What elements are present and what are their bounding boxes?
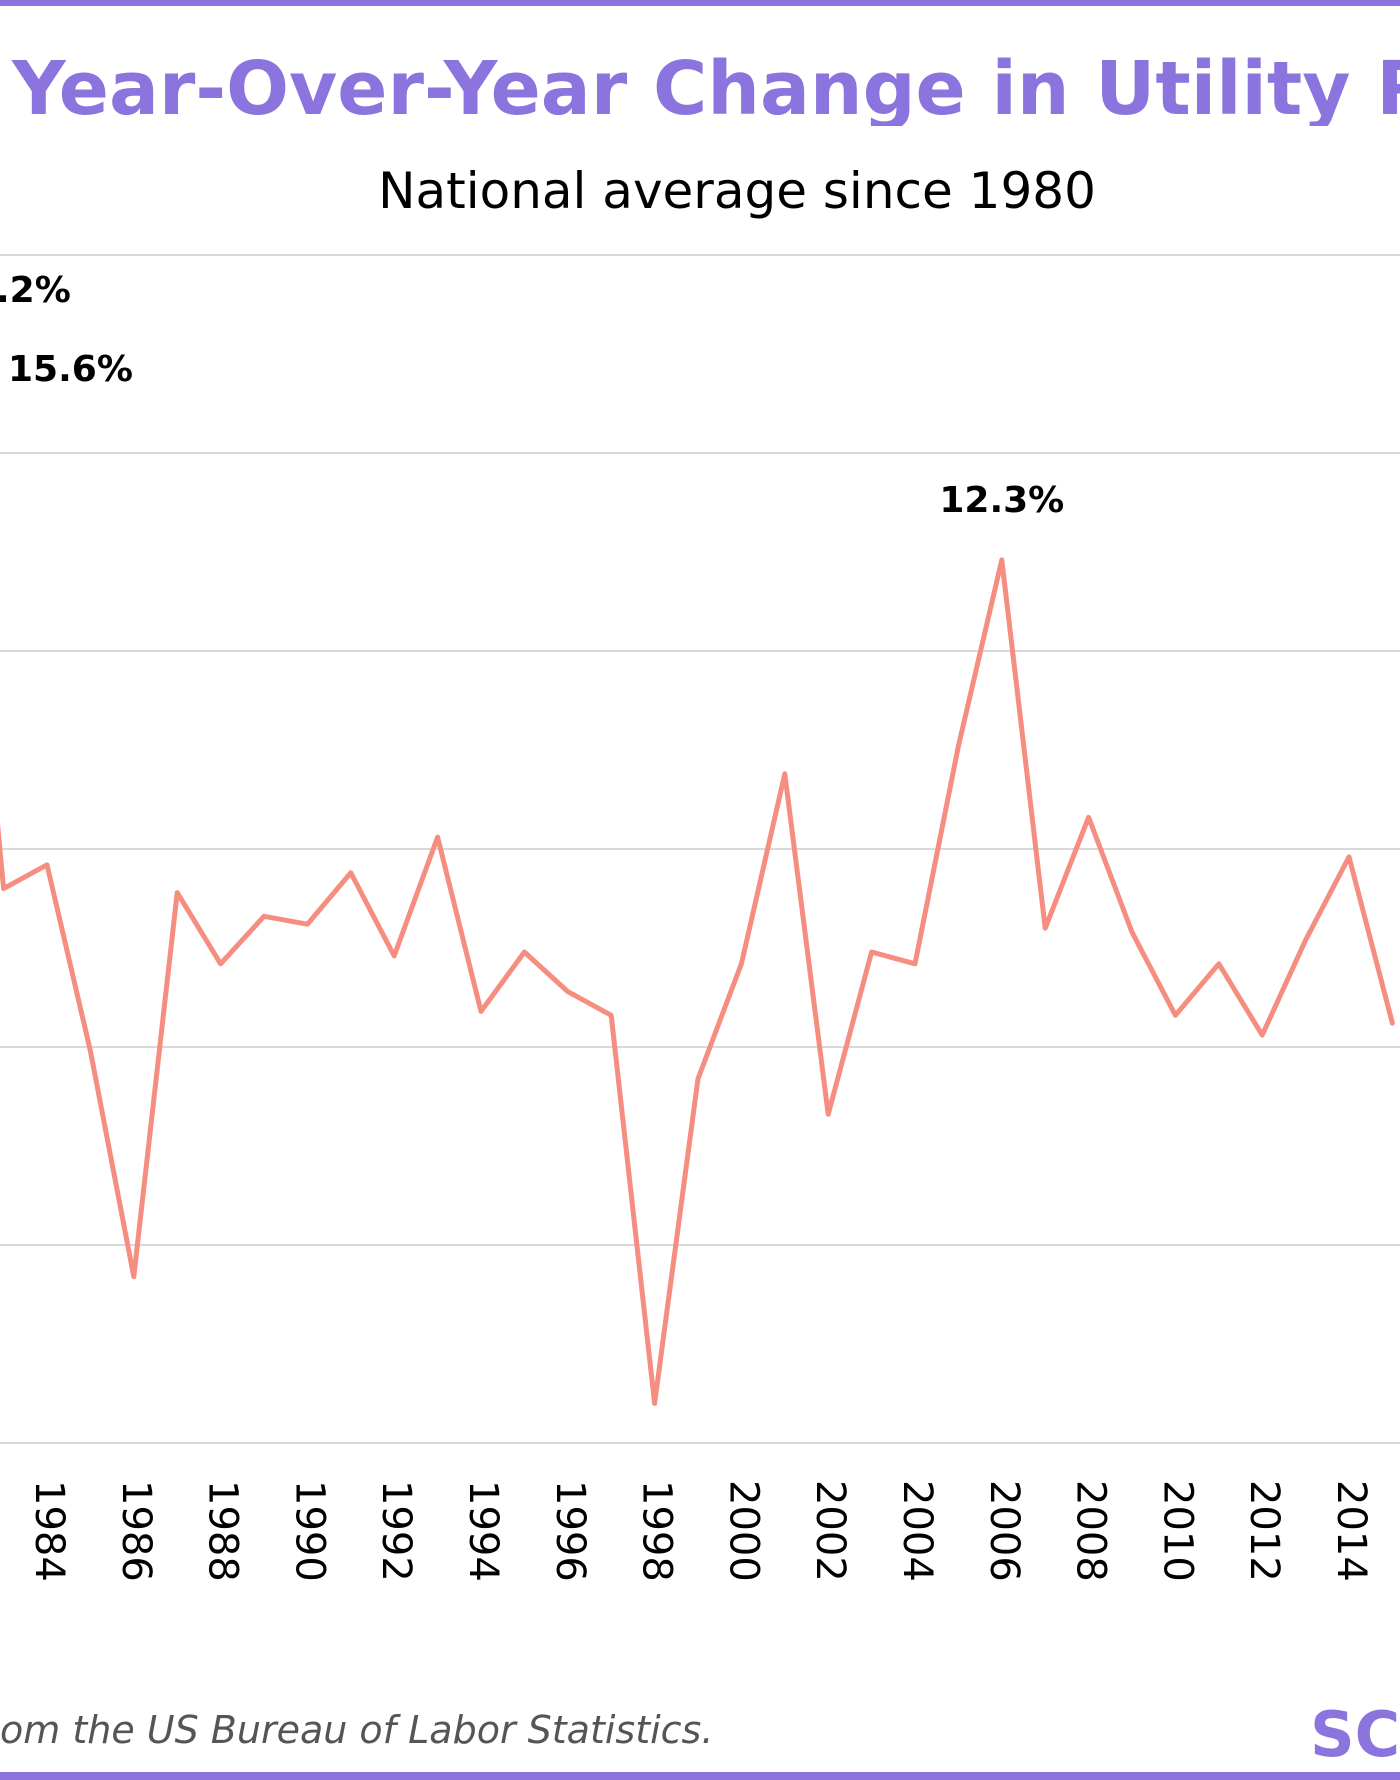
data-point [783, 772, 787, 776]
x-tick-label: 2008 [1068, 1480, 1114, 1582]
data-point [1217, 962, 1221, 966]
x-tick-label: 2000 [720, 1480, 766, 1582]
data-point [2, 887, 6, 891]
data-point [392, 954, 396, 958]
data-point [1304, 938, 1308, 942]
data-point [436, 835, 440, 839]
data-point [956, 744, 960, 748]
data-point [739, 962, 743, 966]
data-point [826, 1112, 830, 1116]
x-tick-label: 2012 [1241, 1480, 1287, 1582]
x-tick-label: 2004 [894, 1480, 940, 1582]
data-point [1130, 930, 1134, 934]
x-tick-label: 2002 [807, 1480, 853, 1582]
x-tick-label: 2010 [1154, 1480, 1200, 1582]
x-tick-label: 1990 [286, 1480, 332, 1582]
x-tick-label: 2014 [1328, 1480, 1374, 1582]
brand-logo: SC [1310, 1698, 1400, 1771]
data-point [522, 950, 526, 954]
data-point [913, 962, 917, 966]
data-point [696, 1077, 700, 1081]
data-point [132, 1275, 136, 1279]
x-tick-label: 1984 [26, 1480, 72, 1582]
x-tick-label: 2006 [981, 1480, 1027, 1582]
data-point [349, 871, 353, 875]
data-point [1173, 1013, 1177, 1017]
data-point [45, 863, 49, 867]
x-tick-label: 1986 [113, 1480, 159, 1582]
data-label: 12.3% [939, 480, 1064, 521]
data-point [479, 1009, 483, 1013]
x-tick-label: 1992 [373, 1480, 419, 1582]
bottom-border [0, 1772, 1400, 1780]
data-point [566, 990, 570, 994]
series-line [0, 557, 1395, 1406]
data-point [1347, 855, 1351, 859]
data-point [653, 1401, 657, 1405]
data-label: .2% [0, 270, 71, 311]
chart-title: Year-Over-Year Change in Utility Rate [12, 52, 1400, 126]
x-tick-label: 1988 [200, 1480, 246, 1582]
x-tick-label: 1994 [460, 1480, 506, 1582]
data-point [1390, 1021, 1394, 1025]
chart-subtitle: National average since 1980 [378, 162, 1096, 220]
data-label: 15.6% [8, 349, 133, 390]
data-point [262, 914, 266, 918]
data-point [175, 891, 179, 895]
data-point [88, 1049, 92, 1053]
line-chart: 1984 1986 1988 1990 1992 1994 1996 1998 2000 2002… [0, 254, 1400, 1582]
data-point [1087, 815, 1091, 819]
source-note: om the US Bureau of Labor Statistics. [0, 1708, 714, 1752]
data-point [1000, 558, 1004, 562]
x-tick-label: 1996 [547, 1480, 593, 1582]
data-point [1043, 926, 1047, 930]
data-point [1260, 1033, 1264, 1037]
data-point [870, 950, 874, 954]
data-point [609, 1013, 613, 1017]
top-border [0, 0, 1400, 6]
x-tick-label: 1998 [634, 1480, 680, 1582]
data-point [305, 922, 309, 926]
data-point [219, 962, 223, 966]
